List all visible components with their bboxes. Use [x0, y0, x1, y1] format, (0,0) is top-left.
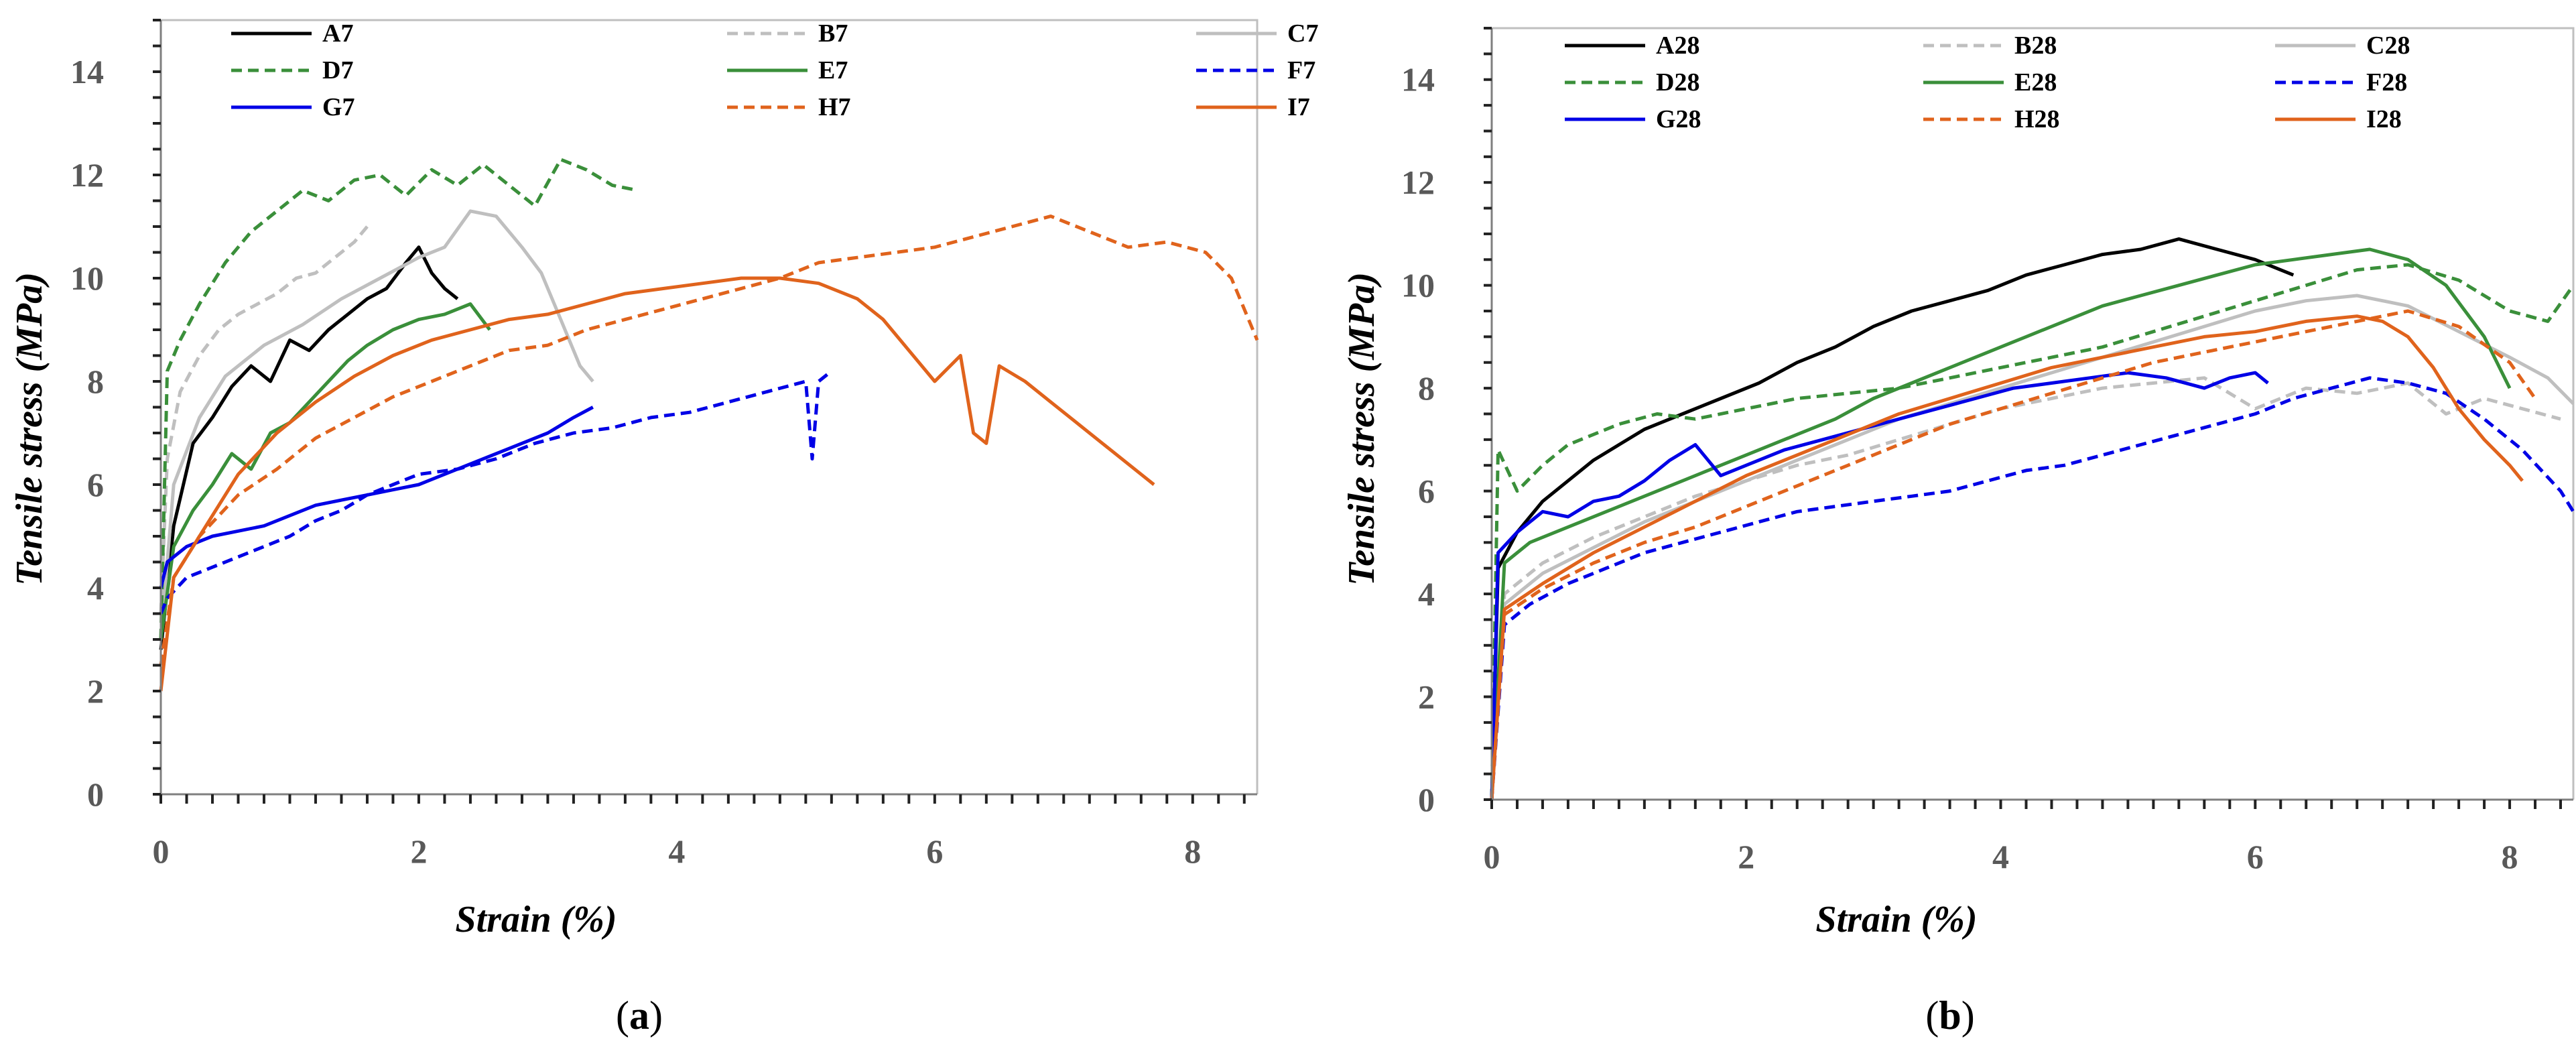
x-tick-label: 0 [1484, 838, 1500, 875]
series-line-d7 [159, 158, 639, 640]
legend-label-g7: G7 [322, 93, 355, 121]
y-tick-label: 4 [1418, 575, 1435, 613]
series-line-e7 [159, 302, 491, 640]
series-line-f28 [1490, 376, 2575, 800]
legend-label-h28: H28 [2014, 105, 2060, 133]
y-tick-label: 14 [70, 53, 104, 90]
series-line-i28 [1490, 314, 2524, 800]
legend-label-f28: F28 [2366, 68, 2407, 97]
x-tick-label: 0 [153, 832, 170, 870]
plot-frame [1492, 27, 2575, 800]
legend-label-e7: E7 [818, 56, 848, 84]
y-tick-label: 6 [1418, 473, 1435, 510]
legend-label-h7: H7 [818, 93, 851, 121]
panel-a-caption: (a) [616, 993, 663, 1038]
y-tick-label: 10 [1401, 267, 1435, 304]
panel-b-axes: 0 2 4 6 8 0 2 4 6 8 10 12 14 [1401, 27, 2573, 875]
x-tick-label: 4 [1992, 838, 2009, 875]
y-tick-label: 6 [87, 466, 104, 503]
panel-b-legend: A28 B28 C28 D28 E28 F28 G28 H28 I28 [1565, 32, 2410, 133]
series-line-c28 [1490, 294, 2575, 800]
y-tick-label: 10 [70, 259, 104, 297]
series-line-e28 [1490, 247, 2512, 800]
panel-a-series [159, 158, 1259, 692]
panel-a-plot-area [161, 19, 1259, 794]
legend-label-d7: D7 [322, 56, 353, 84]
x-tick-label: 2 [1738, 838, 1754, 875]
panel-a-axes: 0 2 4 6 8 0 2 4 6 8 10 12 14 [70, 19, 1257, 870]
y-tick-label: 14 [1401, 61, 1435, 99]
x-tick-label: 8 [2502, 838, 2518, 875]
series-line-b7 [159, 225, 369, 614]
panel-b-x-axis-title: Strain (%) [1815, 899, 1977, 940]
series-line-b28 [1490, 376, 2561, 800]
series-line-g7 [159, 406, 594, 589]
y-tick-label: 8 [87, 363, 104, 400]
legend-label-e28: E28 [2014, 68, 2057, 97]
panel-a-x-axis-title: Strain (%) [455, 899, 617, 940]
series-line-h7 [159, 214, 1259, 666]
plot-frame [161, 19, 1259, 794]
legend-label-i28: I28 [2366, 105, 2402, 133]
series-line-i7 [159, 276, 1155, 692]
x-tick-label: 2 [410, 832, 427, 870]
y-tick-label: 12 [70, 156, 104, 194]
x-tick-label: 8 [1184, 832, 1201, 870]
series-line-a7 [159, 245, 459, 650]
panel-a-caption-letter: a [629, 993, 649, 1038]
series-line-a28 [1490, 237, 2295, 800]
y-tick-label: 8 [1418, 369, 1435, 407]
panel-b-series [1490, 237, 2575, 800]
x-tick-label: 6 [2247, 838, 2264, 875]
legend-label-f7: F7 [1287, 56, 1315, 84]
y-tick-label: 0 [87, 776, 104, 813]
panel-b-plot-area [1492, 27, 2575, 800]
y-tick-label: 12 [1401, 164, 1435, 201]
legend-label-a7: A7 [322, 19, 353, 48]
panel-b-chart: 0 2 4 6 8 0 2 4 6 8 10 12 14 A28 B28 C28 D28 E28 F28 G28 H2… [1341, 27, 2575, 1038]
panel-b-y-axis-title: Tensile stress (MPa) [1341, 272, 1382, 586]
y-tick-label: 2 [87, 672, 104, 710]
legend-label-c7: C7 [1287, 19, 1318, 48]
series-line-d28 [1490, 263, 2575, 800]
y-tick-label: 2 [1418, 678, 1435, 716]
series-line-g28 [1490, 371, 2269, 800]
legend-label-c28: C28 [2366, 32, 2410, 60]
legend-label-b7: B7 [818, 19, 848, 48]
y-tick-label: 0 [1418, 781, 1435, 818]
y-tick-label: 4 [87, 569, 104, 607]
legend-label-i7: I7 [1287, 93, 1310, 121]
x-tick-label: 6 [926, 832, 943, 870]
panel-a-chart: 0 2 4 6 8 0 2 4 6 8 10 12 14 A7 B7 C7 D7 E7 F7 G7 H7 I7 Stra… [9, 19, 1318, 1038]
legend-label-d28: D28 [1656, 68, 1699, 97]
panel-b-caption-letter: b [1939, 993, 1961, 1038]
legend-label-a28: A28 [1656, 32, 1699, 60]
legend-label-b28: B28 [2014, 32, 2057, 60]
series-line-c7 [159, 209, 594, 640]
panel-b-caption: (b) [1925, 993, 1974, 1038]
series-line-h28 [1490, 309, 2537, 800]
panel-a-legend: A7 B7 C7 D7 E7 F7 G7 H7 I7 [231, 19, 1318, 121]
legend-label-g28: G28 [1656, 105, 1701, 133]
x-tick-label: 4 [668, 832, 685, 870]
panel-a-y-axis-title: Tensile stress (MPa) [9, 272, 50, 586]
